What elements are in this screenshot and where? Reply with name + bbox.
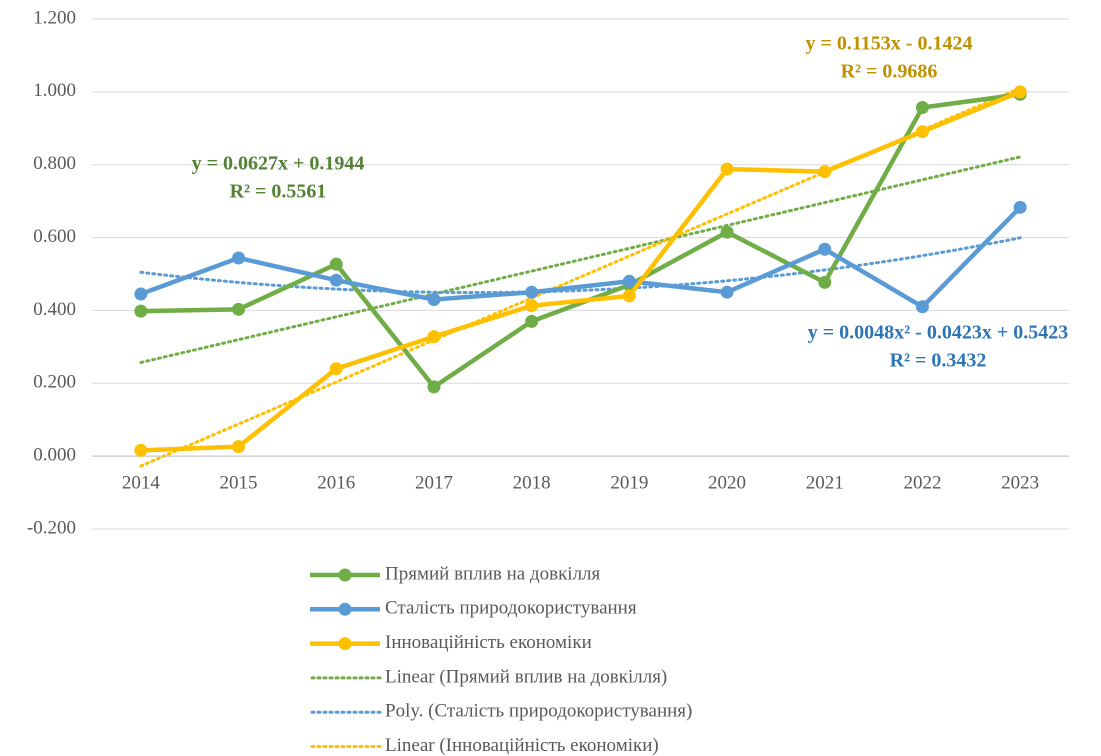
trend-equation: y = 0.0048x² - 0.0423x + 0.5423 bbox=[808, 322, 1068, 344]
legend-label: Linear (Інноваційність економіки) bbox=[385, 735, 659, 756]
series-line bbox=[140, 89, 1021, 453]
point bbox=[622, 274, 636, 288]
legend-marker bbox=[338, 637, 352, 651]
point bbox=[818, 165, 832, 179]
point bbox=[134, 287, 148, 301]
point bbox=[427, 330, 441, 344]
point bbox=[915, 101, 929, 115]
y-tick-label: 0.400 bbox=[33, 299, 76, 320]
point bbox=[525, 314, 539, 328]
point bbox=[818, 242, 832, 256]
series-line bbox=[140, 92, 1021, 390]
point bbox=[232, 302, 246, 316]
legend-marker bbox=[338, 568, 352, 582]
point bbox=[329, 273, 343, 287]
trend-r-squared: R² = 0.9686 bbox=[841, 61, 938, 83]
point bbox=[427, 380, 441, 394]
point bbox=[329, 362, 343, 376]
y-tick-label: 0.200 bbox=[33, 372, 76, 393]
legend-marker bbox=[338, 602, 352, 616]
point bbox=[134, 443, 148, 457]
x-tick-label: 2022 bbox=[903, 473, 941, 494]
point bbox=[818, 275, 832, 289]
point bbox=[720, 285, 734, 299]
trend-equation: y = 0.0627x + 0.1944 bbox=[192, 153, 365, 175]
x-tick-label: 2021 bbox=[806, 473, 844, 494]
x-tick-label: 2018 bbox=[513, 473, 551, 494]
x-tick-label: 2014 bbox=[122, 473, 161, 494]
trend-r-squared: R² = 0.3432 bbox=[890, 350, 987, 372]
x-tick-label: 2015 bbox=[220, 473, 258, 494]
legend-label: Linear (Прямий вплив на довкілля) bbox=[385, 666, 667, 687]
series-line bbox=[140, 205, 1022, 310]
point bbox=[525, 299, 539, 313]
trend-r-squared: R² = 0.5561 bbox=[230, 181, 327, 203]
point bbox=[427, 293, 441, 306]
legend-label: Інноваційність економіки bbox=[385, 632, 592, 653]
y-tick-label: 0.600 bbox=[33, 226, 76, 247]
point bbox=[232, 251, 246, 265]
x-tick-label: 2020 bbox=[708, 473, 746, 494]
y-tick-label: 1.200 bbox=[33, 7, 76, 28]
point bbox=[915, 300, 929, 314]
point bbox=[134, 304, 148, 318]
point bbox=[329, 257, 343, 271]
legend-label: Poly. (Сталість природокористування) bbox=[385, 701, 692, 722]
x-tick-label: 2016 bbox=[317, 473, 355, 494]
point bbox=[232, 440, 246, 454]
y-tick-label: -0.200 bbox=[27, 517, 76, 538]
point bbox=[1013, 200, 1027, 214]
point bbox=[622, 289, 636, 303]
point bbox=[915, 125, 929, 139]
point bbox=[720, 162, 734, 176]
x-tick-label: 2023 bbox=[1001, 473, 1039, 494]
legend-label: Сталість природокористування bbox=[385, 598, 637, 619]
y-tick-label: 1.000 bbox=[33, 80, 76, 101]
legend-label: Прямий вплив на довкілля bbox=[385, 563, 601, 584]
point bbox=[720, 225, 734, 239]
x-tick-label: 2019 bbox=[610, 473, 648, 494]
trend-equation: y = 0.1153x - 0.1424 bbox=[806, 33, 973, 55]
y-tick-label: 0.000 bbox=[33, 445, 76, 466]
x-tick-label: 2017 bbox=[415, 473, 453, 494]
point bbox=[525, 285, 539, 299]
y-tick-label: 0.800 bbox=[33, 153, 76, 174]
point bbox=[1013, 85, 1027, 99]
